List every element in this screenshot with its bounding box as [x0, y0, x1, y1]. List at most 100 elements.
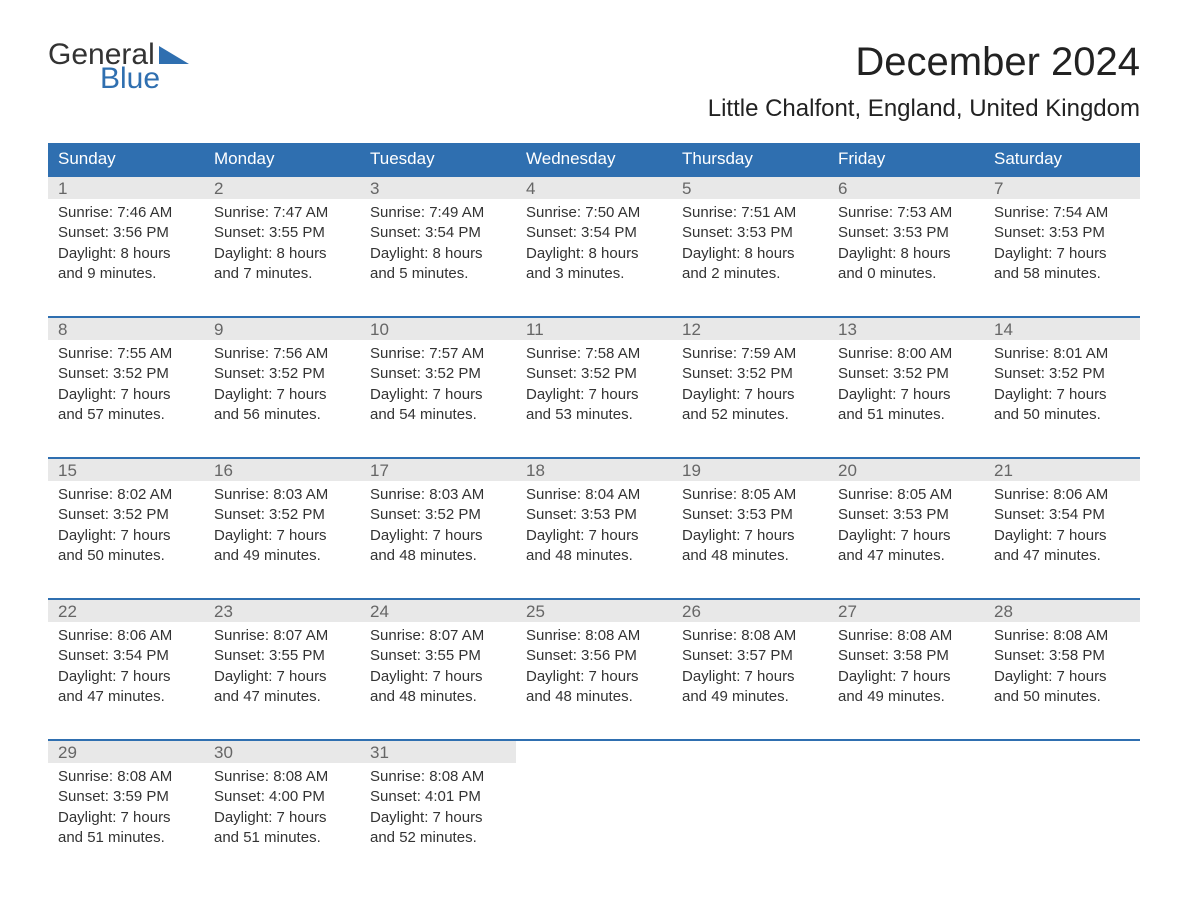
- daylight-line-2: and 54 minutes.: [370, 405, 506, 425]
- day-body: Sunrise: 8:00 AMSunset: 3:52 PMDaylight:…: [828, 340, 984, 433]
- sunrise-line: Sunrise: 8:08 AM: [838, 626, 974, 646]
- sunrise-line: Sunrise: 8:07 AM: [370, 626, 506, 646]
- page-header: General Blue December 2024 Little Chalfo…: [48, 40, 1140, 135]
- sunrise-line: Sunrise: 8:05 AM: [682, 485, 818, 505]
- sunrise-line: Sunrise: 8:08 AM: [58, 767, 194, 787]
- daynum-row: 293031: [48, 741, 1140, 763]
- day-body: Sunrise: 7:50 AMSunset: 3:54 PMDaylight:…: [516, 199, 672, 292]
- day-body: Sunrise: 7:58 AMSunset: 3:52 PMDaylight:…: [516, 340, 672, 433]
- daylight-line-2: and 3 minutes.: [526, 264, 662, 284]
- sunset-line: Sunset: 3:58 PM: [838, 646, 974, 666]
- day-body: [984, 763, 1140, 856]
- daylight-line-2: and 52 minutes.: [370, 828, 506, 848]
- day-number: 12: [672, 318, 828, 340]
- daylight-line: Daylight: 8 hours: [58, 244, 194, 264]
- daylight-line-2: and 47 minutes.: [994, 546, 1130, 566]
- day-number: 29: [48, 741, 204, 763]
- daylight-line-2: and 48 minutes.: [526, 687, 662, 707]
- sunrise-line: Sunrise: 7:58 AM: [526, 344, 662, 364]
- daylight-line: Daylight: 7 hours: [58, 526, 194, 546]
- day-body: [516, 763, 672, 856]
- day-body: Sunrise: 7:46 AMSunset: 3:56 PMDaylight:…: [48, 199, 204, 292]
- sunset-line: Sunset: 3:56 PM: [526, 646, 662, 666]
- sunrise-line: Sunrise: 8:08 AM: [526, 626, 662, 646]
- sunset-line: Sunset: 4:01 PM: [370, 787, 506, 807]
- day-number: 26: [672, 600, 828, 622]
- day-body: Sunrise: 8:08 AMSunset: 3:58 PMDaylight:…: [828, 622, 984, 715]
- week-row: 891011121314Sunrise: 7:55 AMSunset: 3:52…: [48, 316, 1140, 433]
- daylight-line-2: and 58 minutes.: [994, 264, 1130, 284]
- sunrise-line: Sunrise: 7:57 AM: [370, 344, 506, 364]
- day-body: Sunrise: 8:08 AMSunset: 4:00 PMDaylight:…: [204, 763, 360, 856]
- day-body: Sunrise: 8:01 AMSunset: 3:52 PMDaylight:…: [984, 340, 1140, 433]
- daylight-line-2: and 48 minutes.: [370, 546, 506, 566]
- daybody-row: Sunrise: 8:02 AMSunset: 3:52 PMDaylight:…: [48, 481, 1140, 574]
- sunrise-line: Sunrise: 7:55 AM: [58, 344, 194, 364]
- daylight-line: Daylight: 7 hours: [370, 808, 506, 828]
- daylight-line-2: and 0 minutes.: [838, 264, 974, 284]
- day-number: 30: [204, 741, 360, 763]
- day-body: Sunrise: 7:54 AMSunset: 3:53 PMDaylight:…: [984, 199, 1140, 292]
- daylight-line: Daylight: 8 hours: [682, 244, 818, 264]
- daylight-line: Daylight: 7 hours: [214, 667, 350, 687]
- daylight-line-2: and 50 minutes.: [994, 687, 1130, 707]
- day-body: Sunrise: 8:05 AMSunset: 3:53 PMDaylight:…: [672, 481, 828, 574]
- sunset-line: Sunset: 3:52 PM: [682, 364, 818, 384]
- daylight-line-2: and 2 minutes.: [682, 264, 818, 284]
- sunset-line: Sunset: 3:59 PM: [58, 787, 194, 807]
- sunset-line: Sunset: 3:56 PM: [58, 223, 194, 243]
- day-number: 5: [672, 177, 828, 199]
- daylight-line-2: and 49 minutes.: [214, 546, 350, 566]
- sunrise-line: Sunrise: 8:01 AM: [994, 344, 1130, 364]
- daylight-line: Daylight: 7 hours: [682, 385, 818, 405]
- sunrise-line: Sunrise: 8:03 AM: [214, 485, 350, 505]
- daylight-line-2: and 51 minutes.: [838, 405, 974, 425]
- daylight-line: Daylight: 7 hours: [526, 385, 662, 405]
- sunrise-line: Sunrise: 7:51 AM: [682, 203, 818, 223]
- day-number: 14: [984, 318, 1140, 340]
- sunset-line: Sunset: 3:53 PM: [682, 505, 818, 525]
- sunrise-line: Sunrise: 8:06 AM: [994, 485, 1130, 505]
- daynum-row: 891011121314: [48, 318, 1140, 340]
- daylight-line-2: and 49 minutes.: [838, 687, 974, 707]
- daylight-line-2: and 57 minutes.: [58, 405, 194, 425]
- sunrise-line: Sunrise: 8:06 AM: [58, 626, 194, 646]
- sunset-line: Sunset: 3:53 PM: [838, 505, 974, 525]
- sunset-line: Sunset: 3:55 PM: [214, 223, 350, 243]
- sunrise-line: Sunrise: 7:47 AM: [214, 203, 350, 223]
- daylight-line-2: and 48 minutes.: [526, 546, 662, 566]
- day-number: 8: [48, 318, 204, 340]
- daylight-line-2: and 50 minutes.: [58, 546, 194, 566]
- day-number: 17: [360, 459, 516, 481]
- day-number: 23: [204, 600, 360, 622]
- daylight-line-2: and 51 minutes.: [58, 828, 194, 848]
- day-number: [672, 741, 828, 763]
- daylight-line-2: and 53 minutes.: [526, 405, 662, 425]
- sunrise-line: Sunrise: 7:54 AM: [994, 203, 1130, 223]
- sunset-line: Sunset: 4:00 PM: [214, 787, 350, 807]
- sunset-line: Sunset: 3:53 PM: [682, 223, 818, 243]
- sunset-line: Sunset: 3:52 PM: [838, 364, 974, 384]
- sunrise-line: Sunrise: 8:08 AM: [370, 767, 506, 787]
- sunrise-line: Sunrise: 8:08 AM: [214, 767, 350, 787]
- daylight-line: Daylight: 7 hours: [994, 667, 1130, 687]
- sunset-line: Sunset: 3:52 PM: [994, 364, 1130, 384]
- day-body: Sunrise: 8:08 AMSunset: 3:59 PMDaylight:…: [48, 763, 204, 856]
- sunset-line: Sunset: 3:54 PM: [58, 646, 194, 666]
- day-number: [828, 741, 984, 763]
- day-number: 22: [48, 600, 204, 622]
- day-number: 27: [828, 600, 984, 622]
- daylight-line: Daylight: 7 hours: [58, 667, 194, 687]
- day-number: [516, 741, 672, 763]
- daylight-line: Daylight: 8 hours: [214, 244, 350, 264]
- daylight-line: Daylight: 7 hours: [526, 667, 662, 687]
- daynum-row: 1234567: [48, 177, 1140, 199]
- daybody-row: Sunrise: 8:08 AMSunset: 3:59 PMDaylight:…: [48, 763, 1140, 856]
- daylight-line: Daylight: 7 hours: [214, 526, 350, 546]
- day-body: Sunrise: 7:55 AMSunset: 3:52 PMDaylight:…: [48, 340, 204, 433]
- daylight-line-2: and 49 minutes.: [682, 687, 818, 707]
- daylight-line: Daylight: 8 hours: [370, 244, 506, 264]
- daylight-line-2: and 48 minutes.: [370, 687, 506, 707]
- sunrise-line: Sunrise: 7:53 AM: [838, 203, 974, 223]
- dow-cell: Wednesday: [516, 143, 672, 175]
